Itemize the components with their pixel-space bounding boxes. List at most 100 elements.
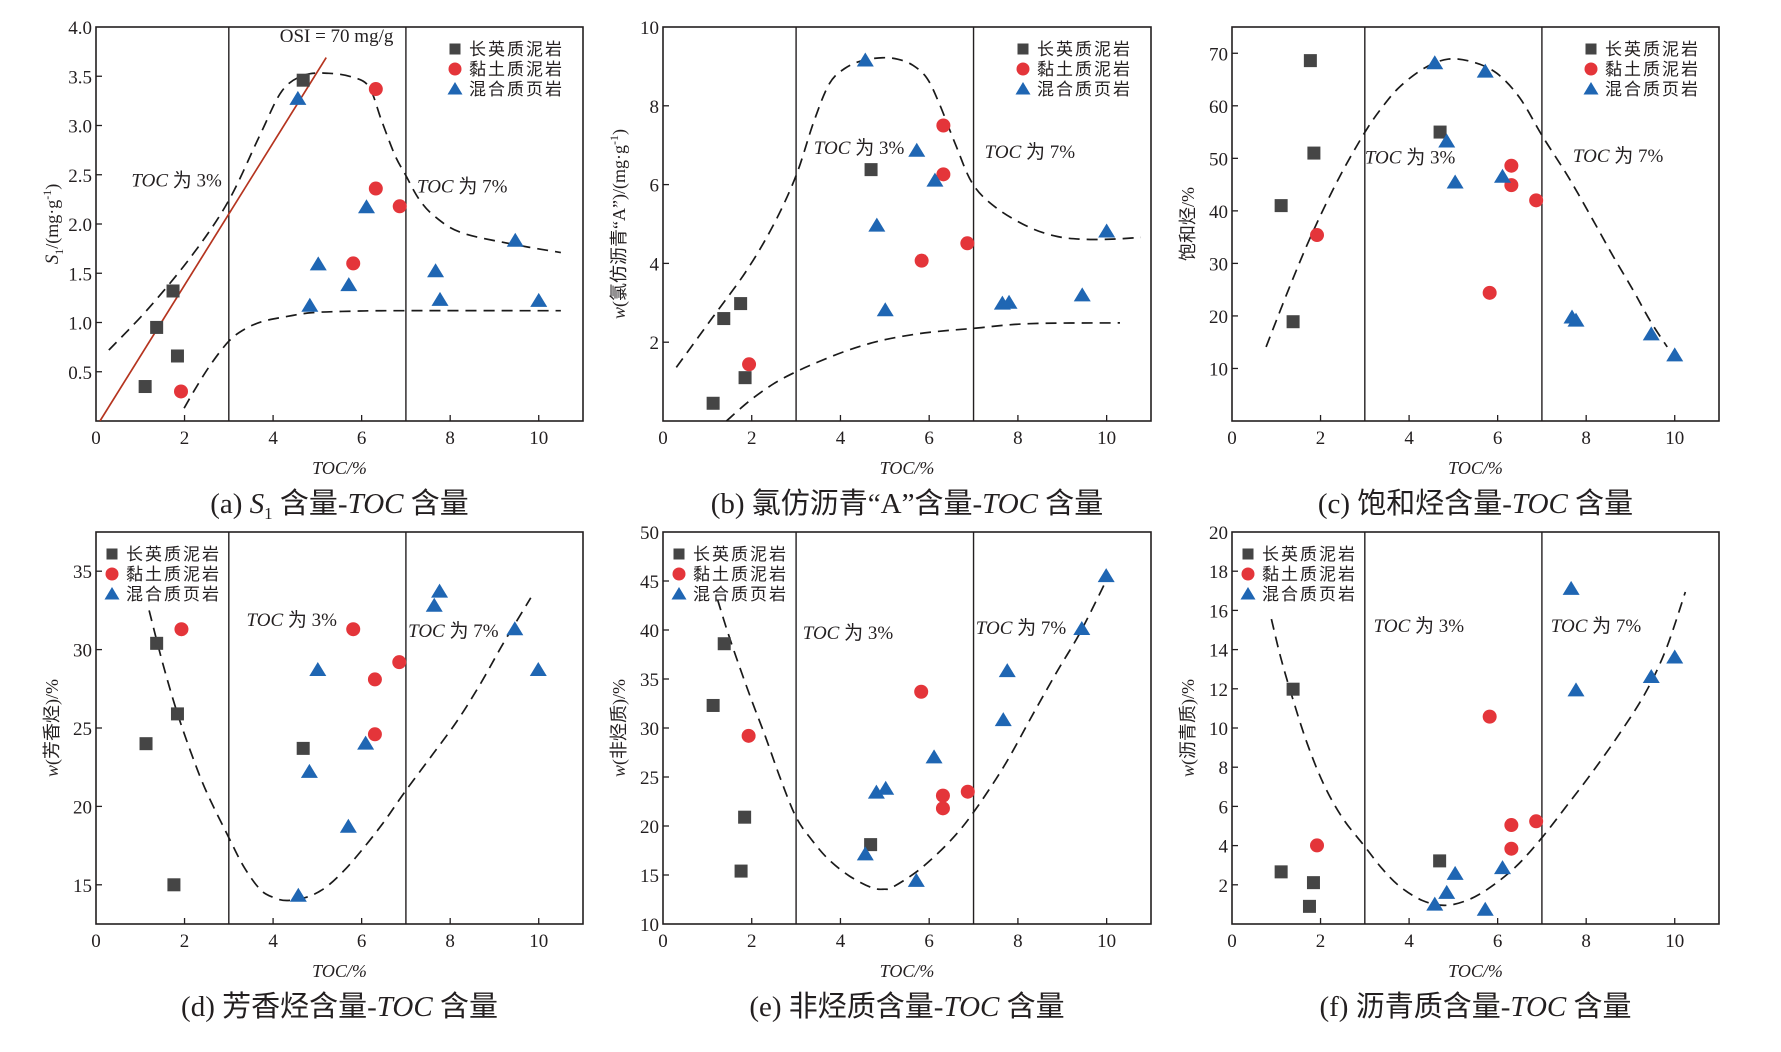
x-tick-label: 8 [445,931,455,952]
y-tick-label: 25 [73,719,92,740]
data-point-triangle [1567,312,1585,327]
x-tick-label: 4 [1404,931,1414,952]
annotation-value: 为 3% [168,170,222,192]
data-point-triangle [1562,580,1580,595]
caption-part: 含量 [1566,990,1631,1023]
data-point-square [1306,876,1320,890]
panel-f: 0 2 4 6 8 10 2 4 6 8 10 12 14 16 18 20 TOC/% w(沥青质)/% (f) … [1178,523,1720,1023]
y-axis-label: w(非烃质)/% [609,679,630,777]
data-point-triangle [1098,223,1116,238]
y-label-superscript: -1 [40,190,54,200]
data-point-triangle [289,887,307,902]
legend-marker-triangle [447,82,463,95]
annotation-toc: TOC [417,176,454,197]
x-tick-label: 4 [836,428,846,449]
y-tick-label: 6 [1219,797,1229,818]
data-point-circle [1529,193,1544,208]
caption-part: 含量 [433,990,498,1023]
toc-threshold-annotation: TOC 为 3% [247,609,338,631]
trend-lines [99,57,562,421]
y-label-symbol: w [609,765,629,777]
y-tick-label: 10 [1209,719,1228,740]
data-point-triangle [1446,865,1464,880]
legend-marker-square [1585,43,1597,55]
caption-part: 氯仿沥青“A”含量- [752,487,982,520]
y-tick-label: 10 [640,915,659,936]
annotation-value: 为 7% [445,620,499,642]
plot-area-frame [662,26,1152,422]
y-tick-label: 12 [1209,680,1228,701]
legend-marker-circle [1016,62,1030,76]
caption-prefix: (b) [711,488,752,520]
panel-e: 0 2 4 6 8 10 10 15 20 25 30 35 40 45 50 TOC/% w(非烃质)/% (e… [609,523,1152,1023]
panel-a: 0 2 4 6 8 100.51.01.52.02.53.03.54.0TOC/%S1/(… [40,18,584,523]
data-point-triangle [339,818,357,833]
data-point-triangle [340,277,358,292]
data-point-square [150,636,164,650]
trend-lines [1265,57,1668,348]
series-mixed-shale [289,90,548,312]
data-point-triangle [506,232,524,247]
legend-label: 长英质泥岩 [693,545,788,564]
legend-marker-square [673,548,685,560]
legend-label: 黏土质泥岩 [126,565,221,584]
x-tick-label: 4 [836,931,846,952]
dashed-trend-upper-envelope [675,56,1141,368]
legend-marker-circle [1584,62,1598,76]
data-point-triangle [998,663,1016,678]
series-felsic-mudstone [1274,682,1447,913]
x-tick-label: 6 [924,931,934,952]
series-mixed-shale [1426,55,1684,362]
caption-part: TOC [943,991,1000,1023]
legend-marker-circle [448,62,462,76]
data-point-triangle [1426,896,1444,911]
series-clay-mudstone [1310,709,1544,856]
toc-threshold-annotation: TOC 为 3% [814,137,905,159]
data-point-circle [1504,818,1519,833]
series-felsic-mudstone [1274,54,1447,329]
data-point-circle [368,181,383,196]
legend-label: 黏土质泥岩 [1262,565,1357,584]
data-point-circle [392,655,407,670]
data-point-triangle [868,217,886,232]
data-point-square [717,312,731,326]
legend-label: 混合质页岩 [1262,585,1357,604]
data-point-circle [960,236,975,251]
data-point-triangle [876,302,894,317]
series-mixed-shale [289,583,547,902]
data-point-triangle [506,621,524,636]
panel-caption: (f) 沥青质含量-TOC 含量 [1319,990,1631,1023]
x-tick-label: 10 [1665,931,1684,952]
data-point-triangle [1476,63,1494,78]
data-point-triangle [1666,649,1684,664]
data-point-triangle [431,583,449,598]
annotation-toc: TOC [1365,148,1402,169]
y-axis-label: w(氯仿沥青“A”)/(mg·g-1) [607,129,630,319]
y-tick-label: 2 [650,333,660,354]
y-label-symbol: w [42,765,62,777]
caption-part: 含量 [403,487,468,520]
data-point-circle [935,788,950,803]
annotation-toc: TOC [803,623,840,644]
y-axis-label: S1/(mg·g-1) [40,184,66,265]
data-point-triangle [1642,326,1660,341]
caption-prefix: (d) [181,991,222,1023]
data-point-triangle [856,846,874,861]
data-point-circle [392,199,407,214]
data-point-triangle [1000,294,1018,309]
y-tick-label: 20 [1209,523,1228,544]
legend-marker-circle [105,567,119,581]
y-label-text: 饱和烃/% [1178,187,1198,261]
series-felsic-mudstone [138,73,310,394]
legend-marker-square [1242,548,1254,560]
legend-label: 长英质泥岩 [1262,545,1357,564]
panel-b: 0 2 4 6 8 10 2 4 6 8 10 TOC/% w(氯仿沥青“A”)/(mg·g-1) (b)… [607,18,1152,520]
data-point-triangle [1642,669,1660,684]
y-axis-label: 饱和烃/% [1178,187,1198,261]
y-tick-label: 10 [640,18,659,39]
data-point-triangle [427,263,445,278]
y-tick-label: 16 [1209,601,1228,622]
data-point-square [706,396,720,410]
